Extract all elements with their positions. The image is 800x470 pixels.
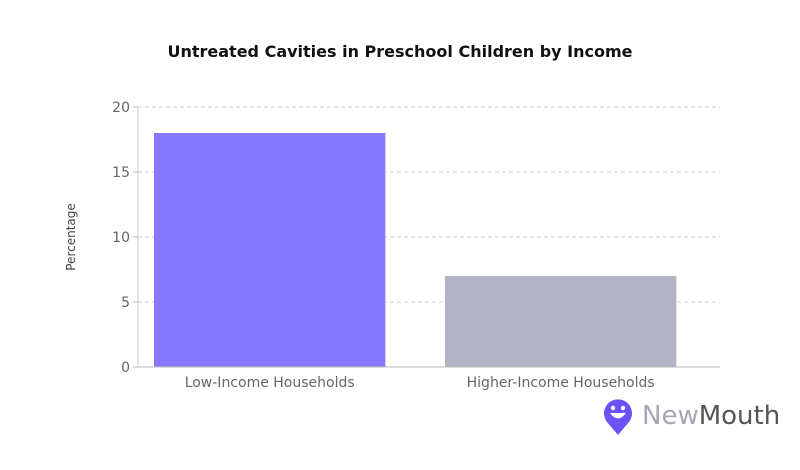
y-tick-label: 20: [112, 100, 130, 116]
y-tick-label: 10: [112, 230, 130, 246]
y-tick-label: 0: [121, 360, 130, 376]
bar: [154, 133, 386, 367]
x-tick-label: Higher-Income Households: [467, 375, 655, 391]
chart-title: Untreated Cavities in Preschool Children…: [167, 42, 632, 61]
logo-text-mouth: Mouth: [698, 401, 781, 431]
smile-pin-icon: [604, 399, 632, 435]
y-tick-label: 15: [112, 165, 130, 181]
newmouth-logo: NewMouth: [602, 396, 780, 436]
bar: [445, 276, 677, 367]
x-tick-label: Low-Income Households: [185, 375, 355, 391]
logo-text-new: New: [642, 401, 699, 431]
y-axis-label: Percentage: [64, 203, 78, 271]
y-tick-label: 5: [121, 295, 130, 311]
